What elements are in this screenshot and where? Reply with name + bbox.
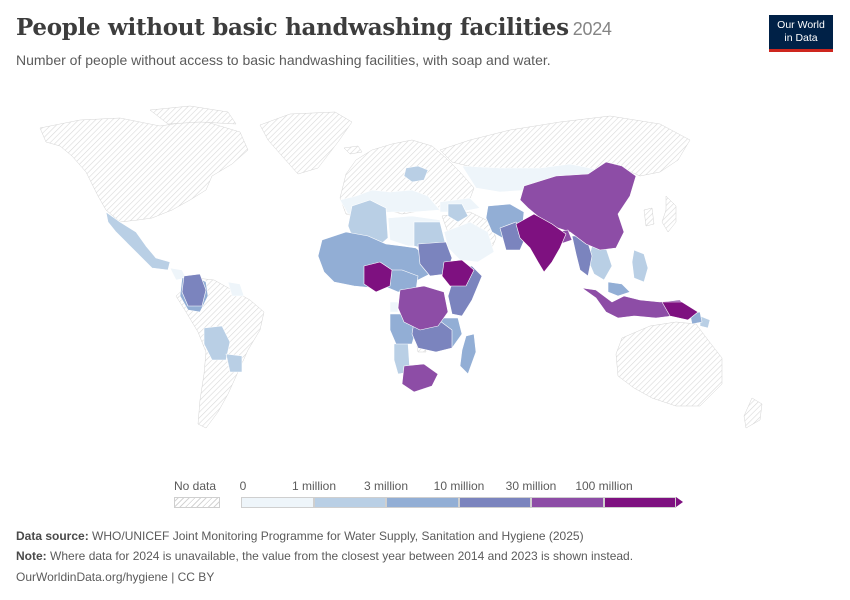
owid-logo[interactable]: Our World in Data <box>769 15 833 52</box>
gabon-area[interactable] <box>389 301 399 313</box>
legend-bin-0 <box>241 497 314 508</box>
saudi-arabia[interactable] <box>443 221 495 263</box>
legend-tick-0: 0 <box>239 479 247 493</box>
legend-tick-2: 3 million <box>363 479 409 493</box>
australia[interactable] <box>615 321 723 407</box>
legend-tick-5: 100 million <box>575 479 633 493</box>
greenland[interactable] <box>259 111 353 175</box>
bolivia-paraguay[interactable] <box>203 325 231 361</box>
logo-line-2: in Data <box>784 31 818 44</box>
data-source-text: WHO/UNICEF Joint Monitoring Programme fo… <box>92 529 584 543</box>
legend-tick-1: 1 million <box>291 479 337 493</box>
mexico[interactable] <box>105 211 171 271</box>
canada-arctic-islands[interactable] <box>149 105 237 125</box>
legend-bin-3 <box>459 497 531 508</box>
new-guinea[interactable] <box>661 301 699 321</box>
philippines[interactable] <box>631 249 649 283</box>
note: Note: Where data for 2024 is unavailable… <box>16 549 633 563</box>
chart-year: 2024 <box>572 19 612 39</box>
note-label: Note: <box>16 549 47 563</box>
india[interactable] <box>515 213 567 273</box>
world-map[interactable] <box>0 80 850 465</box>
iraq-syria[interactable] <box>447 203 469 223</box>
color-legend: No data 0 1 million 3 million 10 million… <box>0 470 850 515</box>
malaysia[interactable] <box>607 281 631 297</box>
data-source: Data source: WHO/UNICEF Joint Monitoring… <box>16 529 584 543</box>
new-zealand[interactable] <box>743 397 763 429</box>
source-url[interactable]: OurWorldinData.org/hygiene | CC BY <box>16 570 215 584</box>
kazakhstan-area[interactable] <box>403 165 429 183</box>
madagascar[interactable] <box>459 333 477 375</box>
indochina-low[interactable] <box>587 245 613 281</box>
legend-arrow <box>676 497 683 507</box>
legend-bin-1 <box>314 497 386 508</box>
chart-title-text: People without basic handwashing facilit… <box>16 14 569 41</box>
legend-bin-4 <box>531 497 604 508</box>
japan[interactable] <box>661 195 677 233</box>
south-africa[interactable] <box>401 363 439 393</box>
north-america-no-data[interactable] <box>39 117 249 223</box>
korea[interactable] <box>643 207 655 227</box>
data-source-label: Data source: <box>16 529 89 543</box>
chart-subtitle: Number of people without access to basic… <box>16 52 551 68</box>
legend-bin-5 <box>604 497 676 508</box>
uruguay-argentina-ne[interactable] <box>225 353 243 373</box>
note-text: Where data for 2024 is unavailable, the … <box>50 549 634 563</box>
legend-tick-3: 10 million <box>433 479 485 493</box>
no-data-swatch <box>174 497 220 508</box>
drc-congo[interactable] <box>397 285 449 331</box>
caribbean-low[interactable] <box>227 281 245 297</box>
ethiopia[interactable] <box>441 259 475 287</box>
chart-title: People without basic handwashing facilit… <box>16 14 612 41</box>
logo-line-1: Our World <box>777 19 825 31</box>
venezuela-bolivia[interactable] <box>181 273 207 307</box>
legend-tick-4: 30 million <box>505 479 557 493</box>
legend-bin-2 <box>386 497 459 508</box>
iceland[interactable] <box>343 145 363 155</box>
no-data-label: No data <box>174 479 217 493</box>
nigeria[interactable] <box>363 261 393 293</box>
